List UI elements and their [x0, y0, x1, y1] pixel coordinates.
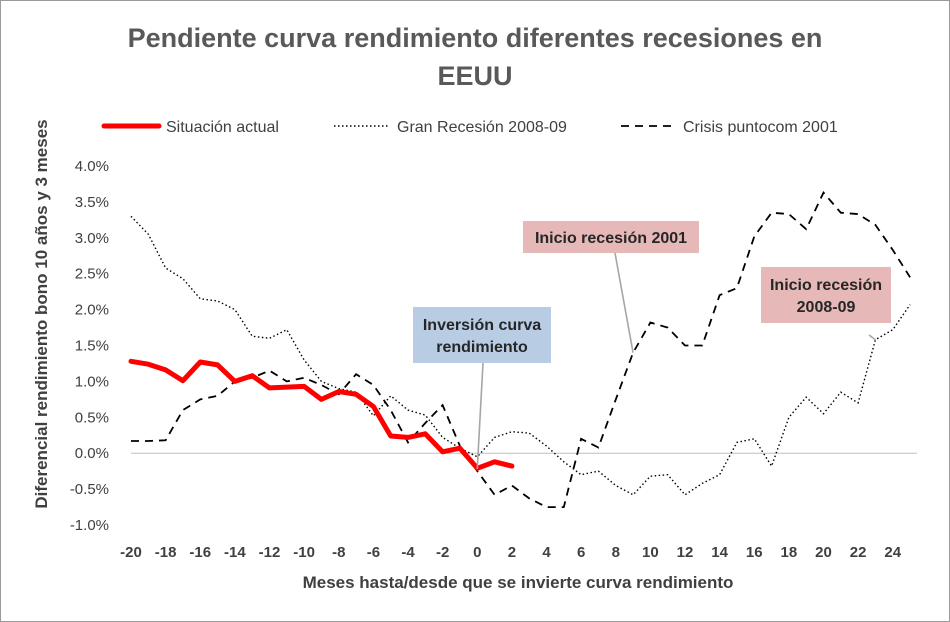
- legend-label-situacion-actual: Situación actual: [166, 119, 279, 136]
- x-tick-label: 18: [781, 544, 798, 561]
- x-tick-label: -18: [155, 544, 177, 561]
- y-tick-label: 3.0%: [75, 230, 109, 247]
- annotation-leader-line: [476, 362, 484, 470]
- legend-label-crisis-puntocom: Crisis puntocom 2001: [683, 119, 838, 136]
- y-tick-label: 0.5%: [75, 409, 109, 426]
- x-axis-title: Meses hasta/desde que se invierte curva …: [303, 573, 734, 592]
- y-tick-label: 2.5%: [75, 266, 109, 283]
- legend: Situación actual Gran Recesión 2008-09 C…: [101, 119, 838, 136]
- annotation-box: [413, 307, 551, 363]
- y-tick-labels: -1.0% -0.5% 0.0% 0.5% 1.0% 1.5% 2.0% 2.5% 3.0% 3.…: [70, 158, 109, 534]
- x-tick-label: 6: [577, 544, 585, 561]
- y-tick-label: 2.0%: [75, 302, 109, 319]
- x-tick-label: -8: [332, 544, 345, 561]
- y-tick-label: 1.0%: [75, 373, 109, 390]
- x-tick-label: 24: [884, 544, 901, 561]
- x-tick-labels: -20 -18 -16 -14 -12 -10 -8 -6 -4 -2 0 2 4 6 8 10 12 14 16 1…: [120, 544, 902, 561]
- x-tick-label: -2: [436, 544, 449, 561]
- y-tick-label: 3.5%: [75, 194, 109, 211]
- y-tick-label: -0.5%: [70, 481, 109, 498]
- annotation-text: 2008-09: [797, 299, 856, 316]
- annotation-text: Inicio recesión 2001: [535, 230, 687, 247]
- legend-label-gran-recesion: Gran Recesión 2008-09: [397, 119, 567, 136]
- annotation-leader-line: [614, 252, 634, 353]
- y-axis-title: Diferencial rendimiento bono 10 años y 3…: [32, 119, 51, 508]
- x-tick-label: -14: [224, 544, 246, 561]
- x-tick-label: 20: [815, 544, 832, 561]
- y-tick-label: -1.0%: [70, 517, 109, 534]
- annotation-box: [523, 221, 699, 253]
- x-tick-label: -16: [189, 544, 211, 561]
- x-tick-label: -10: [293, 544, 315, 561]
- series-line-2: [131, 190, 911, 509]
- x-tick-label: 8: [612, 544, 620, 561]
- x-tick-label: -12: [259, 544, 281, 561]
- x-tick-label: 14: [711, 544, 728, 561]
- series-line-1: [130, 215, 911, 496]
- annotation-text: rendimiento: [436, 339, 528, 356]
- x-tick-label: -4: [401, 544, 415, 561]
- series-line-0: [128, 358, 515, 471]
- x-tick-label: 16: [746, 544, 763, 561]
- annotation-box: [761, 267, 891, 323]
- annotation-leader-line: [868, 334, 876, 341]
- chart-title-line-2: EEUU: [437, 61, 512, 91]
- x-tick-label: 12: [677, 544, 694, 561]
- x-tick-label: -20: [120, 544, 142, 561]
- chart-title-line-1: Pendiente curva rendimiento diferentes r…: [128, 23, 823, 53]
- annotation-text: Inicio recesión: [770, 277, 882, 294]
- annotation-text: Inversión curva: [423, 317, 541, 334]
- x-tick-label: 0: [473, 544, 481, 561]
- x-tick-label: 2: [508, 544, 516, 561]
- y-tick-label: 0.0%: [75, 445, 109, 462]
- x-tick-label: 4: [542, 544, 551, 561]
- x-tick-label: 10: [642, 544, 659, 561]
- x-tick-label: 22: [850, 544, 867, 561]
- annotations: Inversión curva rendimiento Inicio recesió…: [413, 221, 891, 470]
- y-tick-label: 4.0%: [75, 158, 109, 175]
- y-tick-label: 1.5%: [75, 338, 109, 355]
- x-tick-label: -6: [367, 544, 380, 561]
- series-lines: [128, 190, 911, 509]
